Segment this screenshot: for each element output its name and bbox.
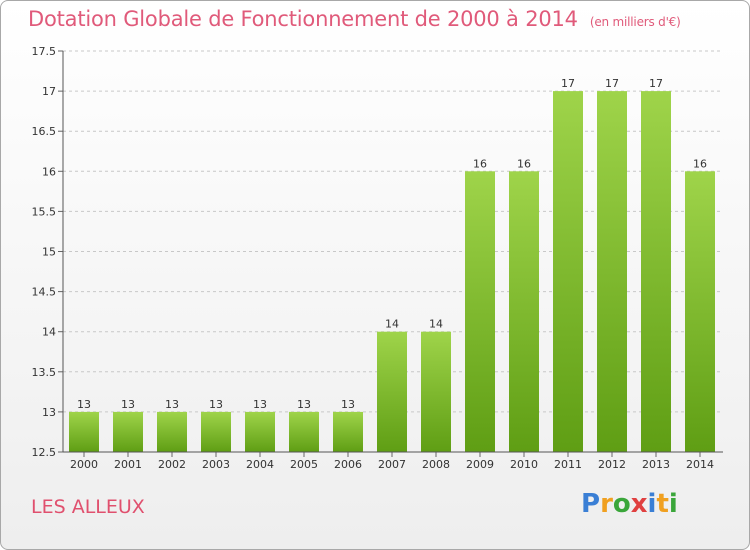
commune-name: LES ALLEUX <box>31 496 145 518</box>
bar-2007 <box>377 331 407 452</box>
bar-value-label: 14 <box>385 318 399 331</box>
y-tick-label: 16.5 <box>32 125 57 138</box>
x-tick-label: 2012 <box>598 458 626 471</box>
x-tick-label: 2005 <box>290 458 318 471</box>
logo-letter: x <box>630 489 648 519</box>
bar-value-label: 13 <box>77 398 91 411</box>
logo-letter: i <box>647 489 657 519</box>
y-tick-label: 17.5 <box>32 45 57 58</box>
bar-value-label: 14 <box>429 318 443 331</box>
y-tick-label: 13 <box>42 406 56 419</box>
x-tick-label: 2009 <box>466 458 494 471</box>
bar-2009 <box>465 171 495 453</box>
bar-value-label: 13 <box>209 398 223 411</box>
x-tick-label: 2011 <box>554 458 582 471</box>
bar-2011 <box>553 91 583 452</box>
logo-letter: r <box>600 489 613 519</box>
x-tick-label: 2010 <box>510 458 538 471</box>
bar-value-label: 17 <box>605 77 619 90</box>
x-tick-label: 2008 <box>422 458 450 471</box>
x-tick-label: 2014 <box>686 458 714 471</box>
logo-letter: P <box>581 489 601 519</box>
x-tick-label: 2004 <box>246 458 274 471</box>
bar-2012 <box>597 91 627 452</box>
y-tick-label: 15.5 <box>32 205 57 218</box>
bar-2010 <box>509 171 539 453</box>
y-tick-label: 13.5 <box>32 366 57 379</box>
bar-2002 <box>157 411 187 452</box>
bar-2014 <box>685 171 715 453</box>
logo-letter: t <box>656 489 669 519</box>
bar-value-label: 17 <box>649 77 663 90</box>
bar-2004 <box>245 411 275 452</box>
bar-value-label: 17 <box>561 77 575 90</box>
chart-title: Dotation Globale de Fonctionnement de 20… <box>28 7 681 31</box>
y-tick-label: 12.5 <box>32 446 57 459</box>
bar-value-label: 13 <box>121 398 135 411</box>
x-tick-label: 2013 <box>642 458 670 471</box>
x-tick-label: 2000 <box>70 458 98 471</box>
bar-2001 <box>113 411 143 452</box>
x-tick-label: 2001 <box>114 458 142 471</box>
proxiti-logo: Proxiti <box>581 489 678 519</box>
y-tick-label: 17 <box>42 85 56 98</box>
bar-value-label: 16 <box>693 157 707 170</box>
y-tick-label: 16 <box>42 165 56 178</box>
bar-2008 <box>421 331 451 452</box>
bar-value-label: 13 <box>297 398 311 411</box>
bar-value-label: 16 <box>517 157 531 170</box>
x-tick-label: 2002 <box>158 458 186 471</box>
bar-value-label: 16 <box>473 157 487 170</box>
chart-title-text: Dotation Globale de Fonctionnement de 20… <box>28 7 578 31</box>
bar-value-label: 13 <box>341 398 355 411</box>
bar-value-label: 13 <box>253 398 267 411</box>
y-tick-label: 14.5 <box>32 286 57 299</box>
x-tick-label: 2003 <box>202 458 230 471</box>
logo-letter: i <box>668 489 678 519</box>
bar-2000 <box>69 411 99 452</box>
bar-2003 <box>201 411 231 452</box>
bar-value-label: 13 <box>165 398 179 411</box>
y-tick-label: 14 <box>42 326 56 339</box>
y-tick-label: 15 <box>42 246 56 259</box>
x-tick-label: 2007 <box>378 458 406 471</box>
bar-2005 <box>289 411 319 452</box>
logo-letter: o <box>612 489 631 519</box>
bar-2013 <box>641 91 671 452</box>
bar-2006 <box>333 411 363 452</box>
x-tick-label: 2006 <box>334 458 362 471</box>
chart-unit: (en milliers d'€) <box>589 15 681 29</box>
